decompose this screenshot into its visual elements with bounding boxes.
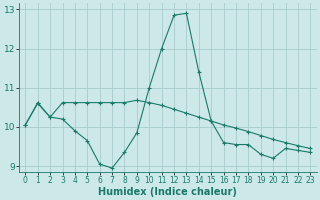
X-axis label: Humidex (Indice chaleur): Humidex (Indice chaleur) [98,187,237,197]
